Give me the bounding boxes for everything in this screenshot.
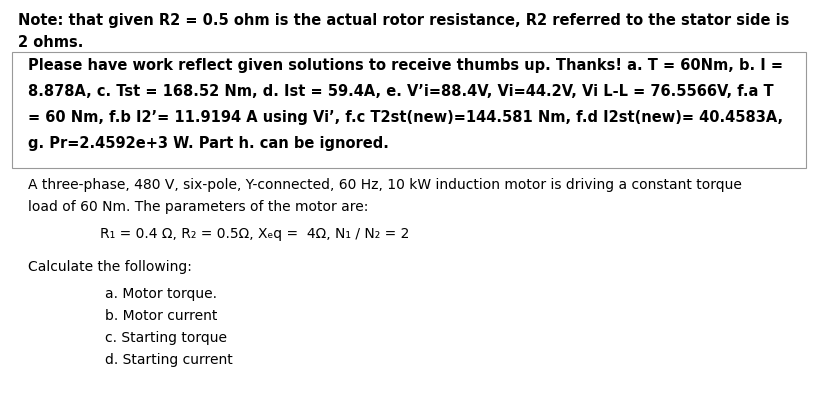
Text: Note: that given R2 = 0.5 ohm is the actual rotor resistance, R2 referred to the: Note: that given R2 = 0.5 ohm is the act… bbox=[18, 13, 789, 28]
Text: A three-phase, 480 V, six-pole, Y-connected, 60 Hz, 10 kW induction motor is dri: A three-phase, 480 V, six-pole, Y-connec… bbox=[28, 178, 742, 192]
Text: b. Motor current: b. Motor current bbox=[105, 309, 218, 323]
Text: load of 60 Nm. The parameters of the motor are:: load of 60 Nm. The parameters of the mot… bbox=[28, 200, 369, 214]
Text: = 60 Nm, f.b I2’= 11.9194 A using Vi’, f.c T2st(new)=144.581 Nm, f.d I2st(new)= : = 60 Nm, f.b I2’= 11.9194 A using Vi’, f… bbox=[28, 110, 783, 125]
FancyBboxPatch shape bbox=[12, 52, 806, 168]
Text: g. Pr=2.4592e+3 W. Part h. can be ignored.: g. Pr=2.4592e+3 W. Part h. can be ignore… bbox=[28, 136, 389, 151]
Text: a. Motor torque.: a. Motor torque. bbox=[105, 287, 217, 301]
Text: c. Starting torque: c. Starting torque bbox=[105, 331, 227, 345]
Text: 8.878A, c. Tst = 168.52 Nm, d. Ist = 59.4A, e. V’i=88.4V, Vi=44.2V, Vi L-L = 76.: 8.878A, c. Tst = 168.52 Nm, d. Ist = 59.… bbox=[28, 84, 773, 99]
Text: Please have work reflect given solutions to receive thumbs up. Thanks! a. T = 60: Please have work reflect given solutions… bbox=[28, 58, 783, 73]
Text: 2 ohms.: 2 ohms. bbox=[18, 35, 84, 50]
Text: R₁ = 0.4 Ω, R₂ = 0.5Ω, Xₑq =  4Ω, N₁ / N₂ = 2: R₁ = 0.4 Ω, R₂ = 0.5Ω, Xₑq = 4Ω, N₁ / N₂… bbox=[100, 227, 410, 241]
Text: d. Starting current: d. Starting current bbox=[105, 353, 232, 367]
Text: Calculate the following:: Calculate the following: bbox=[28, 260, 192, 274]
